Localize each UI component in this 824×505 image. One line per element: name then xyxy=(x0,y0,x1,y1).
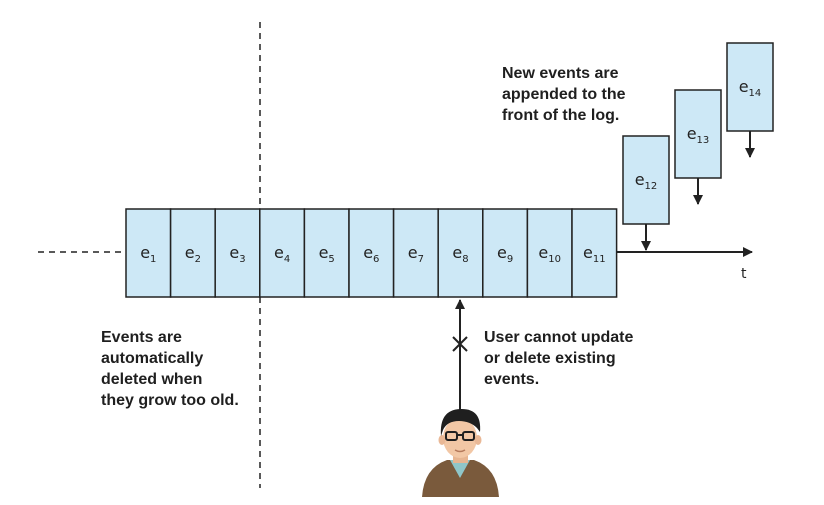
event-log: e1 e2 e3 e4 e5 e6 e7 e8 e9 e10 e11 xyxy=(125,208,618,298)
new-event-box xyxy=(674,89,722,179)
log-cell-label-subscript: 4 xyxy=(284,254,290,265)
user-note-line: User cannot update xyxy=(484,329,633,346)
log-cell xyxy=(303,208,350,298)
log-cell-label: e4 xyxy=(274,243,290,265)
log-cell-label-base: e xyxy=(140,243,150,262)
expiry-note-line: deleted when xyxy=(101,371,202,388)
append-note-line: front of the log. xyxy=(502,107,619,124)
new-event-label: e12 xyxy=(635,170,658,192)
log-cell-label: e11 xyxy=(583,243,606,265)
new-event-label: e13 xyxy=(687,124,710,146)
new-event-box xyxy=(622,135,670,225)
log-cell-label-base: e xyxy=(538,243,548,262)
user-avatar-icon xyxy=(422,408,499,497)
x-mark-icon xyxy=(452,336,468,352)
new-event-label-base: e xyxy=(635,170,645,189)
log-cell-label-subscript: 2 xyxy=(195,254,201,265)
log-cell-label: e2 xyxy=(185,243,201,265)
expiry-note-line: Events are xyxy=(101,329,182,346)
log-cell-label-subscript: 6 xyxy=(373,254,379,265)
log-cell xyxy=(437,208,484,298)
expiry-note-line: they grow too old. xyxy=(101,392,239,409)
new-event-label: e14 xyxy=(739,77,762,99)
log-cell-label: e1 xyxy=(140,243,156,265)
log-cell-label-base: e xyxy=(408,243,418,262)
new-event-label-base: e xyxy=(739,77,749,96)
log-cell xyxy=(571,208,618,298)
log-cell xyxy=(526,208,573,298)
user-note-line: events. xyxy=(484,371,539,388)
append-note-line: New events are xyxy=(502,65,619,82)
log-cell-label-base: e xyxy=(497,243,507,262)
append-note-line: appended to the xyxy=(502,86,626,103)
log-cell xyxy=(392,208,439,298)
new-event-label-base: e xyxy=(687,124,697,143)
user-note: User cannot update or delete existing ev… xyxy=(484,329,638,388)
log-cell-label-subscript: 10 xyxy=(548,254,561,265)
log-cell-label-base: e xyxy=(452,243,462,262)
log-cell-label: e8 xyxy=(452,243,468,265)
log-cell-label-base: e xyxy=(363,243,373,262)
log-cell-label-subscript: 3 xyxy=(239,254,245,265)
log-cell-label-subscript: 5 xyxy=(328,254,334,265)
new-event-label-subscript: 13 xyxy=(697,135,710,146)
expiry-note-line: automatically xyxy=(101,350,203,367)
log-cell-label-base: e xyxy=(319,243,329,262)
log-cell-label: e5 xyxy=(319,243,335,265)
append-note: New events are appended to the front of … xyxy=(502,65,630,124)
log-cell xyxy=(482,208,529,298)
log-cell-label: e9 xyxy=(497,243,513,265)
time-axis-label: t xyxy=(741,266,747,282)
log-cell xyxy=(214,208,261,298)
log-cell-label-subscript: 8 xyxy=(462,254,468,265)
log-cell-label-base: e xyxy=(583,243,593,262)
log-cell-label: e10 xyxy=(538,243,561,265)
log-cell-label: e7 xyxy=(408,243,424,265)
new-event-label-subscript: 12 xyxy=(645,181,658,192)
log-cell-label-subscript: 7 xyxy=(418,254,424,265)
user-note-line: or delete existing xyxy=(484,350,616,367)
expiry-note: Events are automatically deleted when th… xyxy=(101,329,239,409)
log-cell-label-base: e xyxy=(185,243,195,262)
log-cell-label-base: e xyxy=(229,243,239,262)
log-cell-label-subscript: 1 xyxy=(150,254,156,265)
new-event-label-subscript: 14 xyxy=(749,88,762,99)
new-event-box xyxy=(726,42,774,132)
log-cell-label: e6 xyxy=(363,243,379,265)
log-cell-label-subscript: 11 xyxy=(593,254,606,265)
log-cell-label-subscript: 9 xyxy=(507,254,513,265)
log-cell-label: e3 xyxy=(229,243,245,265)
log-cell-label-base: e xyxy=(274,243,284,262)
